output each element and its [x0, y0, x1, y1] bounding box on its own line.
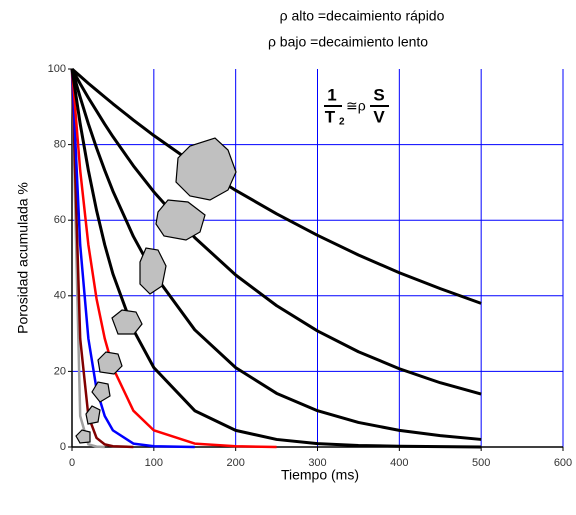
pore: [111, 309, 143, 335]
formula-text: 2: [339, 117, 345, 128]
x-tick-label: 500: [472, 457, 490, 469]
pore: [175, 137, 237, 201]
pore-illustrations: [75, 137, 237, 444]
formula-text: V: [373, 107, 385, 126]
y-tick-label: 80: [54, 139, 66, 151]
decay-curve: [70, 68, 482, 441]
y-tick-label: 20: [54, 365, 66, 377]
annotation: ρ alto =decaimiento rápido: [280, 8, 445, 24]
y-tick-label: 0: [60, 441, 66, 453]
x-axis-label: Tiempo (ms): [281, 467, 359, 483]
formula: 1 T 2 ≅ρ S V: [324, 85, 389, 128]
y-axis-label: Porosidad acumulada %: [15, 182, 31, 334]
decay-curve: [70, 68, 482, 396]
formula-text: ≅ρ: [346, 98, 366, 114]
plot-area: 0 100 200 300 400 500 600 0 20 40 60 80 100: [48, 63, 573, 469]
pore: [75, 429, 91, 444]
x-tick-label: 300: [308, 457, 326, 469]
decay-curve: [70, 68, 195, 449]
x-tick-label: 600: [554, 457, 572, 469]
decay-curve: [70, 68, 105, 449]
pore: [97, 351, 123, 375]
pore: [85, 405, 101, 425]
y-tick-label: 40: [54, 290, 66, 302]
decay-curve: [70, 68, 134, 449]
formula-text: S: [373, 85, 384, 104]
formula-text: T: [325, 107, 336, 126]
y-tick-label: 100: [48, 63, 66, 75]
formula-text: 1: [327, 85, 336, 104]
y-tick-label: 60: [54, 214, 66, 226]
decay-curve: [71, 67, 482, 305]
pore: [155, 199, 206, 241]
decay-curve: [70, 68, 482, 449]
x-tick-label: 200: [226, 457, 244, 469]
pore: [139, 247, 167, 295]
x-tick-label: 0: [69, 457, 75, 469]
annotation: ρ bajo =decaimiento lento: [268, 34, 428, 50]
x-tick-label: 400: [390, 457, 408, 469]
x-tick-label: 100: [145, 457, 163, 469]
pore: [91, 381, 111, 403]
